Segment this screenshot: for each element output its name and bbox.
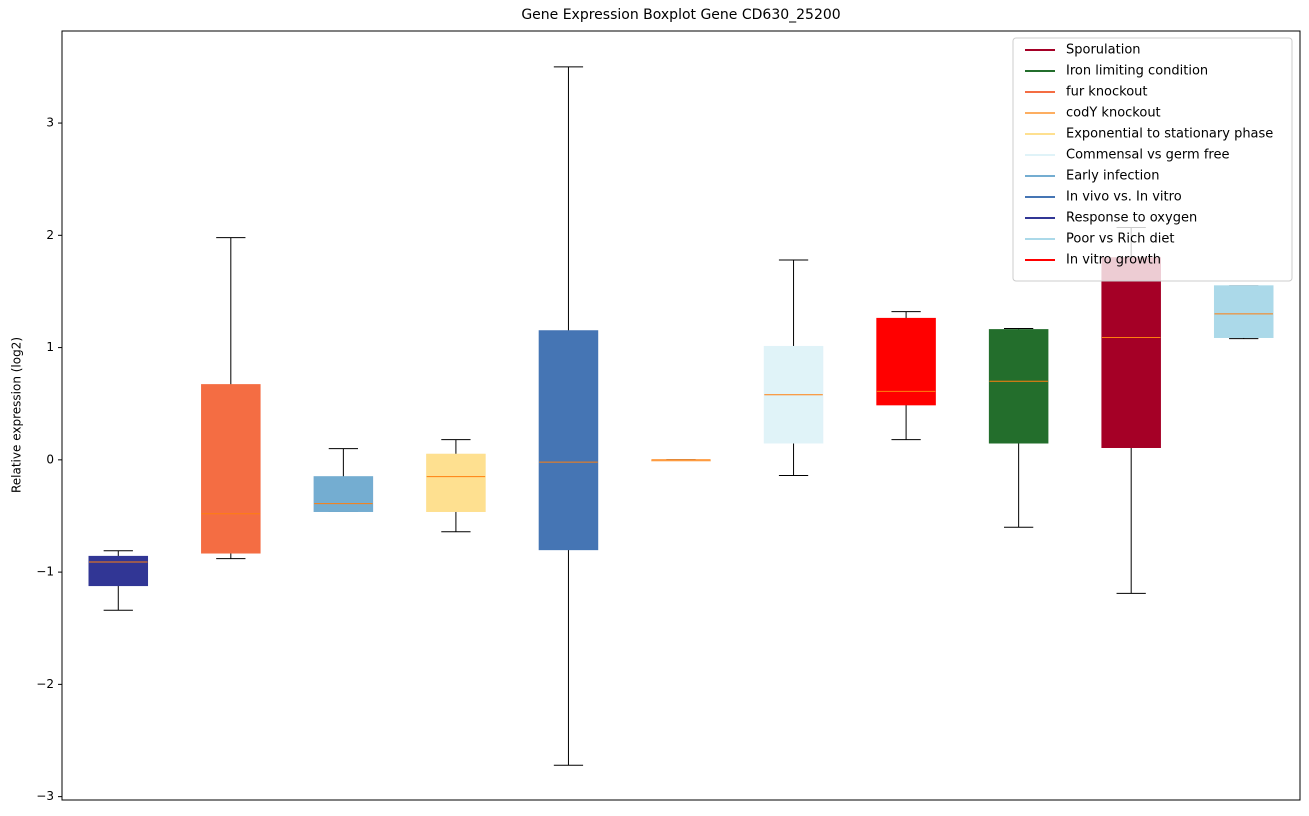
- legend-box: [1012, 37, 1293, 282]
- box: [88, 555, 149, 587]
- box-group: [1213, 285, 1274, 340]
- box: [201, 384, 261, 554]
- box-group: [201, 237, 261, 560]
- box-group: [426, 439, 486, 533]
- box-group: [763, 259, 824, 477]
- box-group: [651, 459, 711, 462]
- box: [876, 317, 936, 406]
- box-group: [876, 311, 936, 441]
- box-group: [88, 550, 149, 611]
- box: [1213, 285, 1274, 338]
- y-tick-label: −2: [36, 677, 54, 691]
- legend-label: Early infection: [1066, 169, 1159, 184]
- y-tick-label: 1: [46, 340, 54, 354]
- legend-label: Response to oxygen: [1066, 211, 1197, 226]
- legend-label: In vivo vs. In vitro: [1066, 190, 1182, 205]
- legend-label: Iron limiting condition: [1066, 64, 1208, 79]
- y-tick-label: 0: [46, 452, 54, 466]
- box-group: [313, 448, 374, 512]
- legend-label: In vitro growth: [1066, 253, 1161, 268]
- legend-label: fur knockout: [1066, 85, 1148, 100]
- box-group: [988, 327, 1049, 528]
- box: [1101, 257, 1161, 448]
- box: [426, 453, 486, 512]
- legend-label: codY knockout: [1066, 106, 1161, 121]
- chart-title: Gene Expression Boxplot Gene CD630_25200: [521, 7, 840, 23]
- y-tick-label: 3: [46, 116, 54, 130]
- legend-label: Sporulation: [1066, 43, 1141, 58]
- legend-label: Commensal vs germ free: [1066, 148, 1229, 163]
- box-group: [538, 66, 599, 766]
- legend-label: Poor vs Rich diet: [1066, 232, 1174, 247]
- box: [313, 476, 374, 512]
- y-tick-label: −3: [36, 789, 54, 803]
- plot-frame: [61, 30, 1301, 801]
- box: [538, 330, 599, 551]
- y-tick-label: −1: [36, 565, 54, 579]
- box-group: [1101, 226, 1161, 594]
- y-tick-label: 2: [46, 228, 54, 242]
- y-axis-label: Relative expression (log2): [10, 337, 24, 493]
- legend-label: Exponential to stationary phase: [1066, 127, 1273, 142]
- box: [988, 329, 1049, 444]
